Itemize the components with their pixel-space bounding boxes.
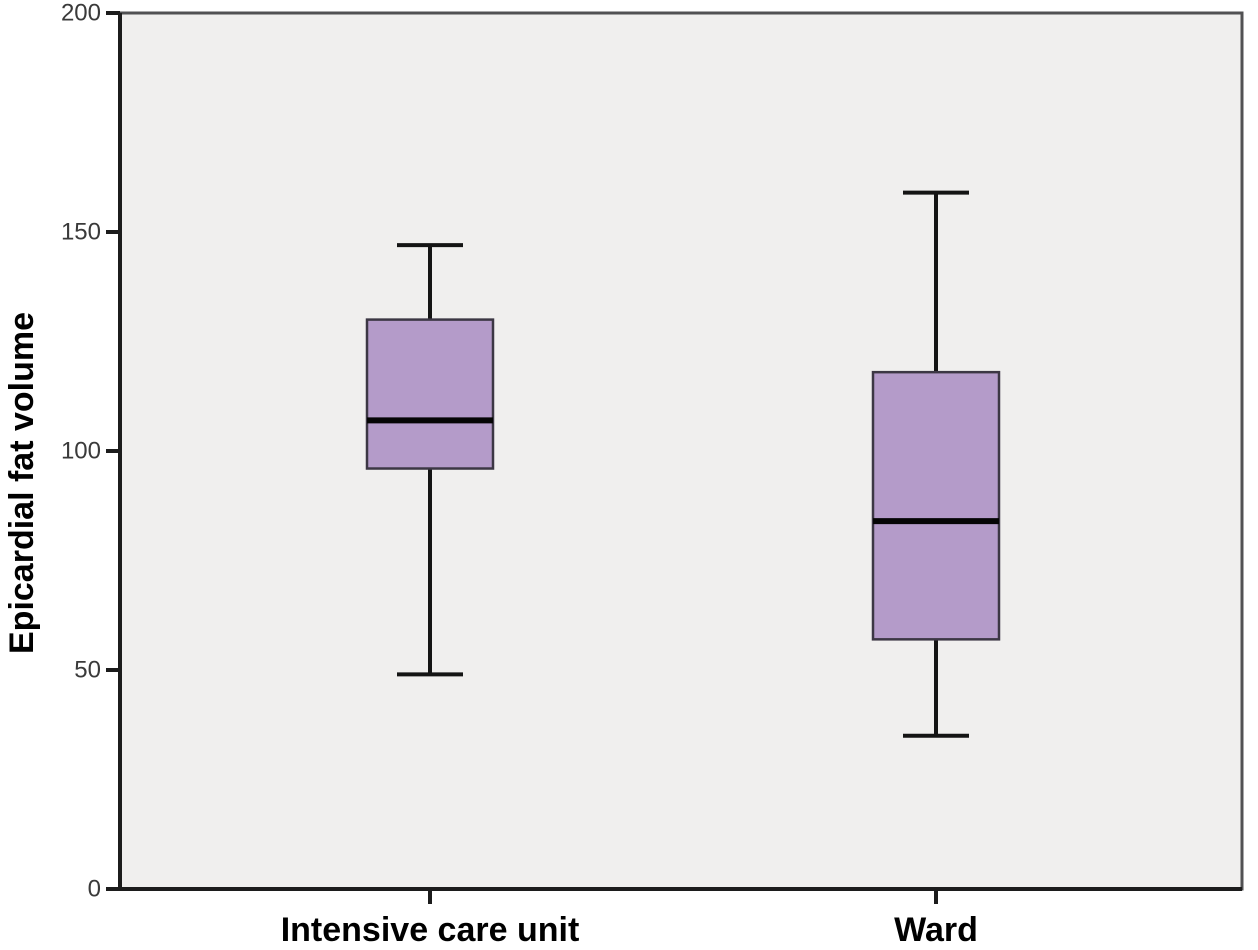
y-tick-label: 50: [74, 657, 101, 684]
box-group-icu: [365, 243, 495, 677]
y-tick-label: 200: [61, 0, 101, 27]
iqr-box: [365, 318, 495, 470]
plot-area: [118, 11, 1244, 891]
y-tick-label: 0: [88, 876, 101, 903]
y-axis-title: Epicardial fat volume: [3, 312, 41, 654]
boxplot-series: [365, 190, 1001, 738]
y-tick-label: 150: [61, 219, 101, 246]
y-tick-label: 100: [61, 438, 101, 465]
y-axis-ticks: 0 50 100 150 200: [61, 0, 120, 903]
category-label-ward: Ward: [894, 911, 978, 949]
iqr-box: [871, 370, 1001, 641]
box-group-ward: [871, 190, 1001, 738]
category-label-icu: Intensive care unit: [281, 911, 580, 949]
